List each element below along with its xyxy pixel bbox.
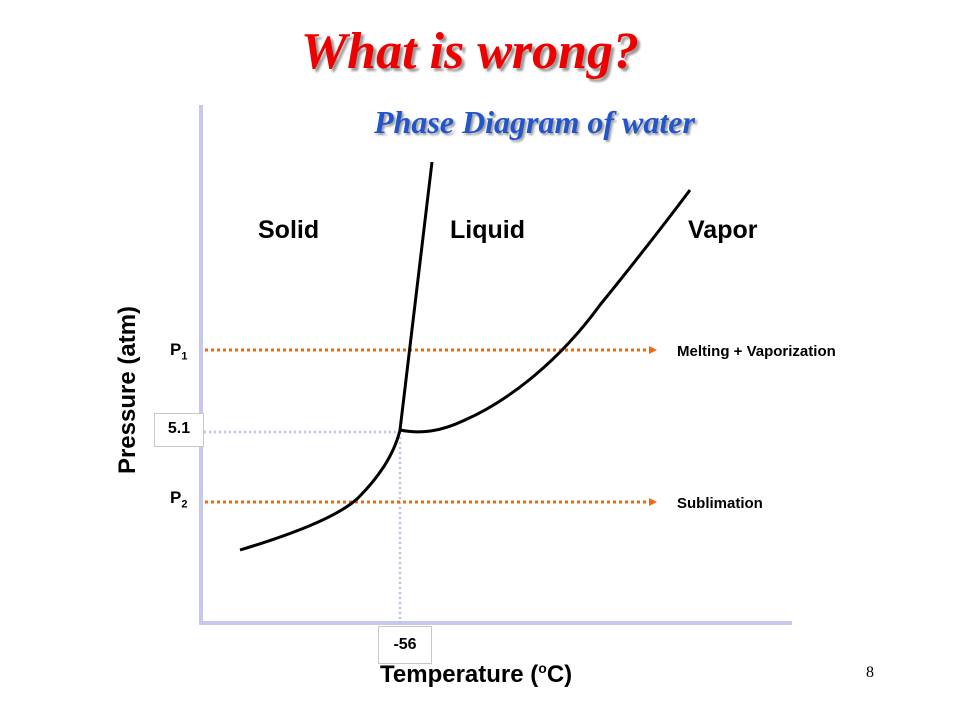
- x-axis-label: Temperature (oC): [380, 660, 572, 689]
- p1-subscript: 1: [181, 350, 188, 363]
- process-label-sublimation: Sublimation: [677, 495, 763, 512]
- diagram-subtitle: Phase Diagram of water: [374, 104, 695, 140]
- process-label-melting-vaporization: Melting + Vaporization: [677, 343, 836, 360]
- triple-point-pressure-tick: 5.1: [154, 413, 204, 447]
- slide-title: What is wrong?: [300, 23, 640, 80]
- p2-label: P2: [170, 488, 187, 510]
- p1-letter: P: [170, 340, 182, 359]
- sublimation-curve: [239, 429, 402, 552]
- triple-point-temperature-tick: -56: [378, 626, 432, 664]
- x-axis-label-suffix: C): [546, 661, 573, 688]
- region-label-vapor: Vapor: [688, 216, 758, 244]
- region-label-solid: Solid: [258, 216, 320, 244]
- page-number: 8: [866, 664, 874, 681]
- p2-letter: P: [170, 488, 182, 507]
- p1-label: P1: [170, 340, 187, 362]
- x-axis-label-degree: o: [538, 660, 547, 676]
- y-axis-label: Pressure (atm): [114, 305, 141, 475]
- vaporization-curve: [399, 189, 692, 434]
- melting-curve: [398, 161, 434, 431]
- x-axis-label-prefix: Temperature (: [380, 661, 539, 688]
- p2-subscript: 2: [181, 498, 188, 511]
- region-label-liquid: Liquid: [450, 216, 525, 244]
